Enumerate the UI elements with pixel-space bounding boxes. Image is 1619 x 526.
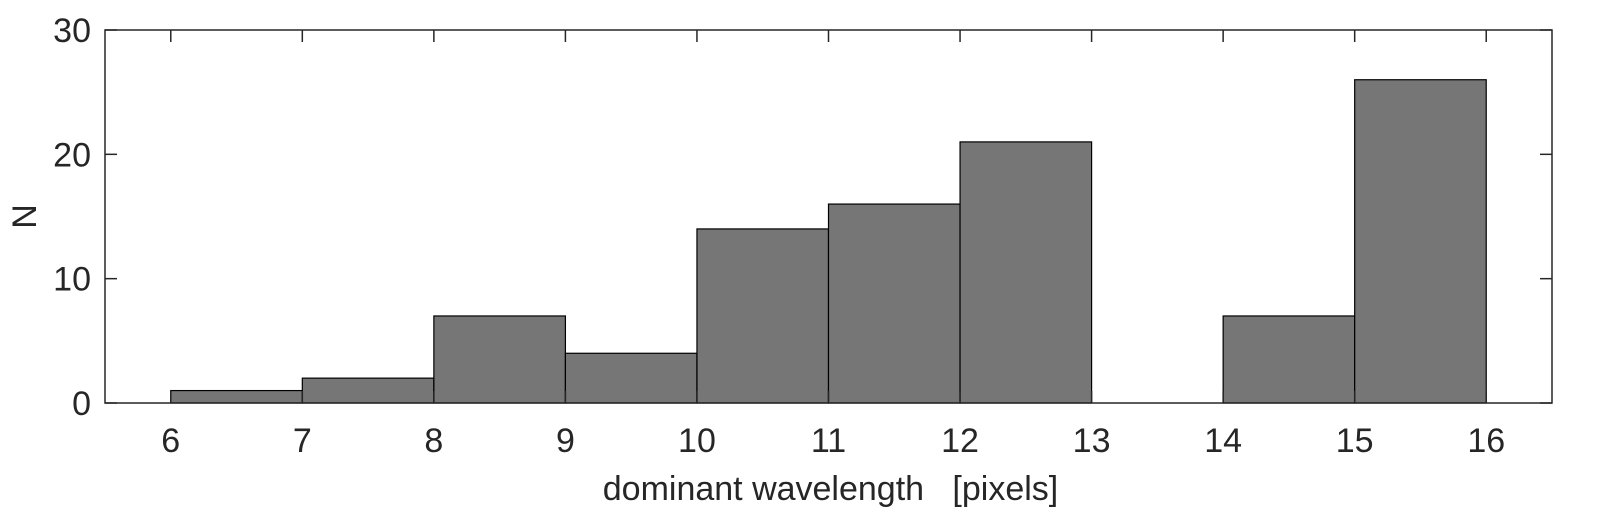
x-tick-label: 14	[1204, 422, 1242, 460]
histogram-bar	[696, 228, 830, 404]
ticks-group	[105, 29, 1552, 404]
x-tick-label: 15	[1336, 422, 1374, 460]
y-tick-label: 0	[72, 385, 91, 423]
bars-group	[170, 79, 1487, 404]
histogram-bar	[301, 377, 435, 404]
x-tick-label: 16	[1467, 422, 1505, 460]
x-tick-label: 7	[293, 422, 312, 460]
x-tick-label: 10	[678, 422, 716, 460]
x-tick-label: 6	[161, 422, 180, 460]
x-tick-label: 11	[811, 422, 846, 460]
histogram-bar	[959, 141, 1093, 404]
x-axis-label: dominant wavelength [pixels]	[603, 470, 1058, 508]
y-tick-label: 10	[53, 261, 91, 299]
histogram-bar	[1354, 79, 1487, 404]
x-tick-label: 8	[424, 422, 443, 460]
x-tick-label: 13	[1073, 422, 1111, 460]
histogram-bar	[1222, 315, 1356, 404]
tick-labels-group: 6 7 8 9 10 11 12 13 14 15 16 0 10 20 30	[53, 12, 1505, 460]
histogram-bar	[433, 315, 567, 404]
y-axis-label: N	[6, 204, 44, 229]
x-tick-label: 9	[556, 422, 575, 460]
histogram-bar	[564, 352, 698, 404]
y-tick-label: 20	[53, 136, 91, 174]
x-tick-label: 12	[941, 422, 979, 460]
y-tick-label: 30	[53, 12, 91, 50]
histogram-bar	[170, 389, 303, 404]
histogram-bar	[827, 203, 961, 404]
